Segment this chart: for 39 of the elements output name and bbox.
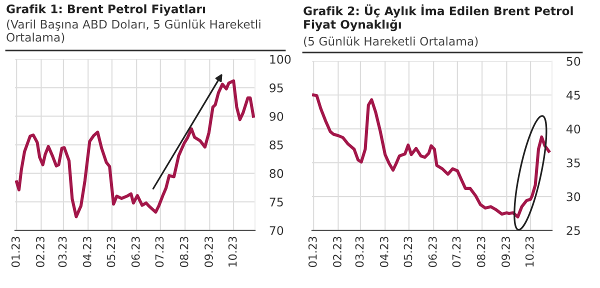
y-tick-label: 35	[566, 158, 580, 168]
x-tick-label: 06.23	[428, 236, 437, 268]
x-tick-label: 03.23	[58, 236, 67, 268]
y-tick-label: 40	[566, 124, 580, 134]
x-tick-label: 08.23	[180, 236, 188, 268]
y-tick-label: 70	[270, 226, 284, 236]
x-tick-label: 01.23	[308, 236, 317, 268]
chart-subtitle: (5 Günlük Hareketli Ortalama)	[304, 36, 478, 48]
x-tick-label: 05.23	[106, 236, 116, 268]
x-tick-label: 02.23	[333, 236, 342, 268]
x-tick-label: 09.23	[502, 236, 510, 268]
y-tick-label: 50	[566, 56, 580, 66]
x-tick-label: 10.23	[525, 236, 534, 267]
x-tick-label: 06.23	[131, 236, 140, 268]
y-tick-label: 85	[270, 140, 283, 150]
y-tick-label: 90	[270, 112, 284, 121]
x-tick-label: 03.23	[355, 236, 364, 268]
x-tick-label: 04.23	[82, 236, 92, 268]
chart-subtitle: (Varil Başına ABD Doları, 5 Günlük Hareketli Ortalama)	[6, 20, 260, 44]
y-tick-label: 80	[270, 169, 284, 178]
x-tick-label: 01.23	[11, 236, 20, 268]
y-tick-label: 75	[270, 198, 283, 207]
chart-title: Grafik 1: Brent Petrol Fiyatları	[6, 4, 205, 16]
x-tick-label: 05.23	[404, 236, 412, 268]
line-series	[312, 93, 550, 218]
y-tick-label: 95	[270, 83, 283, 92]
chart-title: Grafik 2: Üç Aylık İma Edilen Brent Petrol Fiyat Oynaklığı	[304, 4, 573, 32]
line-series	[15, 79, 255, 218]
x-tick-label: 02.23	[36, 236, 44, 268]
y-tick-label: 30	[566, 192, 580, 202]
x-tick-label: 09.23	[204, 236, 213, 268]
y-tick-label: 100	[270, 54, 291, 64]
x-tick-label: 07.23	[452, 236, 461, 268]
y-tick-label: 25	[566, 226, 580, 236]
y-tick-label: 45	[566, 90, 580, 100]
x-tick-label: 10.23	[228, 236, 237, 267]
x-tick-label: 07.23	[155, 236, 164, 268]
x-tick-label: 08.23	[476, 236, 486, 268]
x-tick-label: 04.23	[380, 236, 388, 268]
